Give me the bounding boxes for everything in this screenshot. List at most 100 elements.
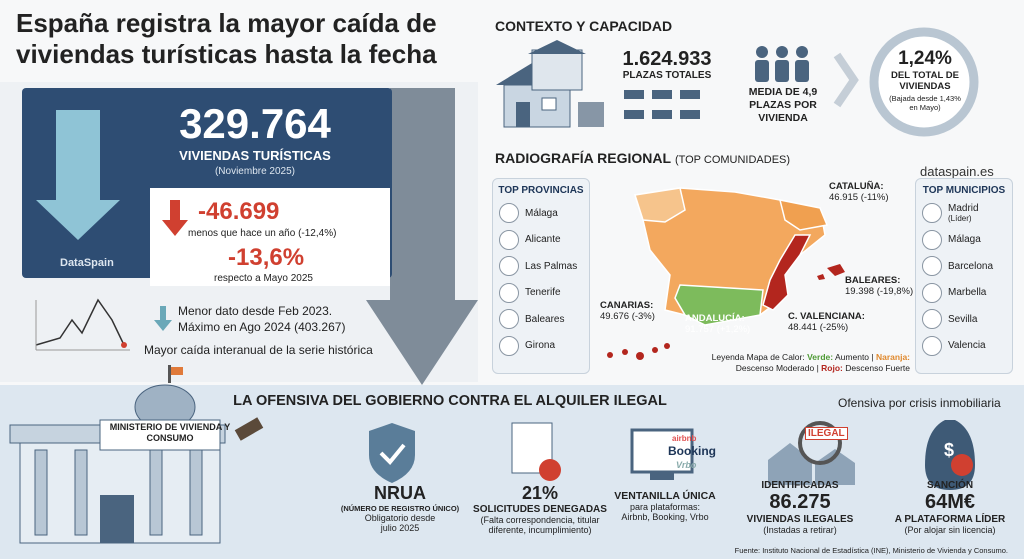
hero-date: (Noviembre 2025) bbox=[214, 166, 296, 177]
region-name: ANDALUCÍA: bbox=[685, 313, 745, 324]
fine-item: SANCIÓN 64M€ A PLATAFORMA LÍDER (Por alo… bbox=[885, 480, 1015, 535]
shape bbox=[578, 102, 604, 127]
shape bbox=[624, 90, 700, 119]
shape bbox=[99, 419, 221, 451]
red-arrow bbox=[162, 200, 188, 236]
region-value: 91.757 (+1,2%) bbox=[685, 324, 751, 335]
shape bbox=[171, 367, 183, 375]
item-sub: A PLATAFORMA LÍDER bbox=[894, 514, 1006, 525]
shape bbox=[778, 199, 829, 231]
nrua-item: NRUA (NÚMERO DE REGISTRO ÚNICO) Obligato… bbox=[340, 483, 460, 533]
item-head: VENTANILLA ÚNICA bbox=[614, 490, 716, 502]
offensive-title: LA OFENSIVA DEL GOBIERNO CONTRA EL ALQUI… bbox=[233, 393, 667, 409]
shape bbox=[369, 423, 415, 483]
offensive-icons bbox=[9, 365, 975, 544]
site: dataspain.es bbox=[920, 164, 994, 179]
province-name: Tenerife bbox=[525, 287, 561, 299]
shape bbox=[189, 449, 203, 536]
shape bbox=[680, 110, 700, 119]
ministry-label: MINISTERIO DE VIVIENDA Y CONSUMO bbox=[109, 422, 231, 443]
shape bbox=[34, 449, 203, 536]
icon bbox=[499, 335, 519, 356]
icon bbox=[499, 256, 519, 277]
shape bbox=[539, 459, 561, 481]
municipality-name: Sevilla bbox=[948, 313, 978, 325]
municipality-item: Sevilla bbox=[916, 306, 1012, 333]
plazas-value: 1.624.933 bbox=[622, 48, 712, 70]
share-value: 1,24% bbox=[898, 48, 952, 69]
brand: DataSpain bbox=[60, 257, 114, 269]
region-label: BALEARES: 19.398 (-19,8%) bbox=[845, 275, 913, 297]
window-item: VENTANILLA ÚNICA para plataformas: Airbn… bbox=[600, 490, 730, 522]
region-label: C. VALENCIANA: 48.441 (-25%) bbox=[788, 311, 865, 333]
shape bbox=[528, 40, 586, 54]
shape bbox=[624, 90, 644, 99]
blue-arrow bbox=[36, 110, 120, 240]
icon bbox=[499, 203, 519, 224]
provinces-title: TOP PROVINCIAS bbox=[498, 185, 584, 196]
offensive-tag: Ofensiva por crisis inmobiliaria bbox=[838, 396, 1001, 410]
shape bbox=[775, 60, 789, 82]
legend-text: Descenso Moderado | bbox=[735, 363, 819, 373]
region-name: CANARIAS: bbox=[600, 300, 654, 311]
map-legend: Leyenda Mapa de Calor: Verde: Aumento | … bbox=[700, 352, 910, 374]
shape bbox=[234, 417, 264, 441]
change-abs-note: menos que hace un año (-12,4%) bbox=[188, 228, 337, 239]
region-label: ANDALUCÍA: 91.757 (+1,2%) bbox=[685, 313, 750, 335]
provinces-list: Málaga Alicante Las Palmas Tenerife Baleares… bbox=[493, 200, 589, 359]
item-pre: SANCIÓN bbox=[926, 480, 974, 491]
shape bbox=[827, 264, 845, 276]
icon bbox=[499, 309, 519, 330]
plazas-label: PLAZAS TOTALES bbox=[622, 70, 712, 81]
hero-label: VIVIENDAS TURÍSTICAS bbox=[179, 148, 331, 163]
icon bbox=[922, 335, 942, 356]
municipality-name: Madrid bbox=[948, 203, 979, 215]
municipalities-box: TOP MUNICIPIOS Madrid (Líder) Málaga Barcel… bbox=[915, 178, 1013, 374]
context-icons bbox=[496, 27, 979, 137]
region-name: BALEARES: bbox=[845, 275, 901, 286]
municipality-item: Marbella bbox=[916, 280, 1012, 307]
hero-value: 329.764 bbox=[179, 100, 331, 147]
shape bbox=[607, 352, 613, 358]
page-title: España registra la mayor caída de vivien… bbox=[16, 8, 437, 69]
province-item: Las Palmas bbox=[493, 253, 589, 280]
province-name: Las Palmas bbox=[525, 260, 578, 272]
shape bbox=[869, 27, 979, 137]
region-name: C. VALENCIANA: bbox=[788, 311, 865, 322]
region-value: 48.441 (-25%) bbox=[788, 322, 849, 333]
municipality-item: Valencia bbox=[916, 333, 1012, 360]
province-name: Málaga bbox=[525, 207, 558, 219]
shape bbox=[951, 454, 973, 476]
item-head: 64M€ bbox=[924, 491, 976, 513]
municipality-item: Barcelona bbox=[916, 253, 1012, 280]
province-item: Girona bbox=[493, 333, 589, 360]
municipalities-list: Madrid (Líder) Málaga Barcelona Marbella Sevi… bbox=[916, 200, 1012, 359]
province-item: Baleares bbox=[493, 306, 589, 333]
change-pct-note: respecto a Mayo 2025 bbox=[214, 273, 313, 284]
change-box bbox=[150, 188, 390, 286]
municipality-wrap: Madrid (Líder) bbox=[948, 203, 979, 223]
shape bbox=[34, 449, 48, 536]
municipality-name: Marbella bbox=[948, 287, 987, 299]
regional-title: RADIOGRAFÍA REGIONAL bbox=[495, 150, 672, 166]
shape bbox=[607, 343, 670, 360]
shape bbox=[650, 472, 674, 480]
icon bbox=[922, 229, 942, 250]
legend-text: Aumento | bbox=[835, 352, 874, 362]
municipalities-title: TOP MUNICIPIOS bbox=[922, 185, 1006, 196]
item-sub: VIVIENDAS ILEGALES bbox=[746, 514, 854, 525]
trend-line bbox=[35, 298, 125, 346]
regional-heading: RADIOGRAFÍA REGIONAL (TOP COMUNIDADES) bbox=[495, 150, 790, 166]
shape bbox=[503, 84, 571, 128]
provinces-box: TOP PROVINCIAS Málaga Alicante Las Palmas T… bbox=[492, 178, 590, 374]
hero-note: Menor dato desde Feb 2023. bbox=[178, 304, 333, 318]
heat-map bbox=[607, 187, 845, 360]
shape bbox=[795, 60, 809, 82]
shape bbox=[817, 274, 825, 280]
municipality-name: Valencia bbox=[948, 340, 986, 352]
icon bbox=[922, 309, 942, 330]
shape bbox=[755, 46, 809, 82]
logo: Vrbo bbox=[676, 460, 697, 470]
shape bbox=[680, 90, 700, 99]
region-value: 49.676 (-3%) bbox=[600, 311, 655, 322]
